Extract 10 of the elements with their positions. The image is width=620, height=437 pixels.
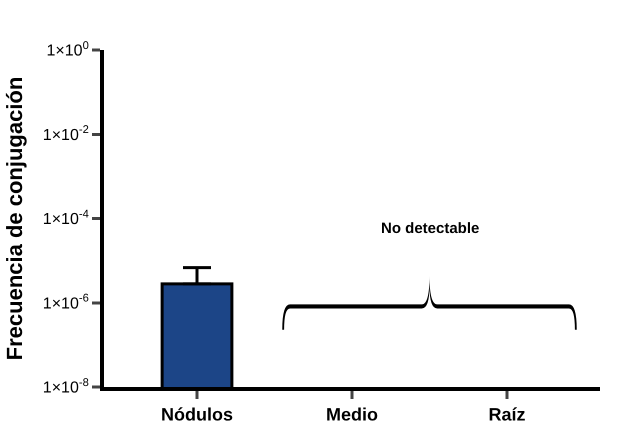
annotation: No detectable — [381, 220, 480, 237]
y-tick-label: 1×10$^{-8}$ — [42, 376, 89, 397]
y-tick-label: 1×10$^{-2}$ — [42, 124, 89, 144]
y-tick-label: 1×10$^{0}$ — [46, 40, 89, 60]
y-tick-label: 1×10$^{-6}$ — [42, 292, 89, 312]
y-tick-label: 1×10$^{-4}$ — [42, 208, 89, 228]
y-axis-title: Frecuencia de conjugación — [2, 76, 28, 360]
x-tick-label: Raíz — [488, 404, 526, 425]
x-tick-label: Nódulos — [161, 404, 233, 425]
x-tick-label: Medio — [326, 404, 378, 425]
